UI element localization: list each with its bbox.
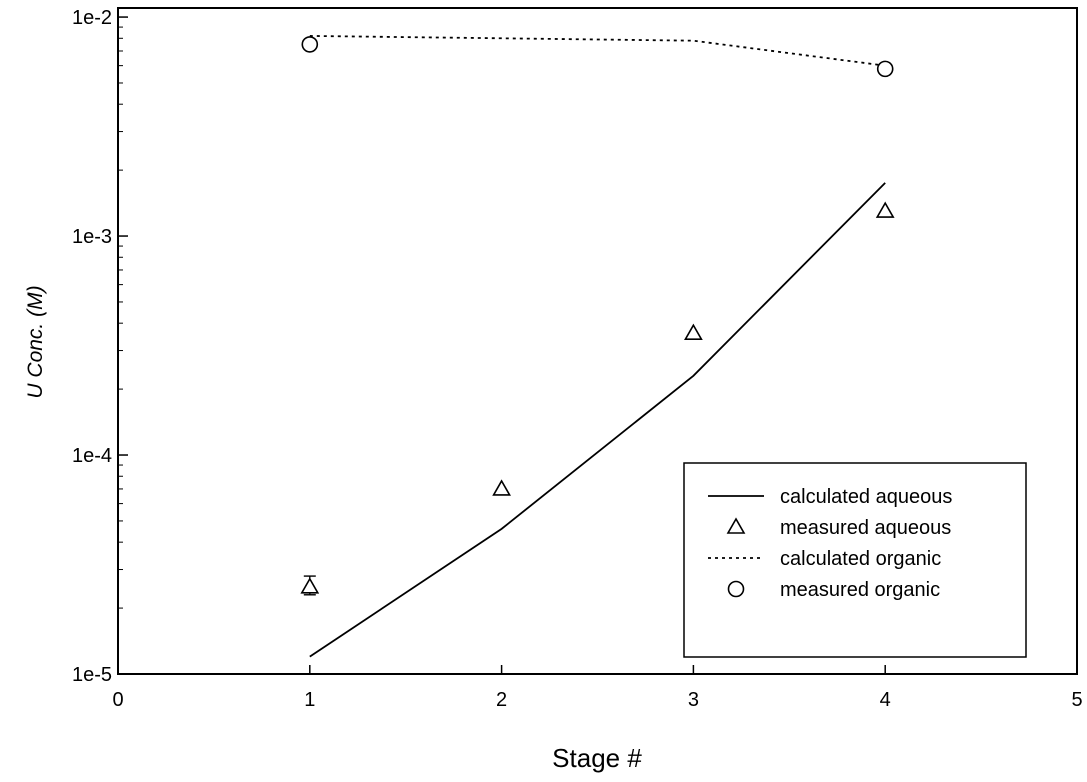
measured-organic-point	[876, 60, 894, 78]
axes: 0 1 2 3 4 5 1e-5 1e-4 1e-3 1e-2	[72, 7, 1083, 711]
calculated-aqueous-line	[309, 182, 886, 658]
x-tick-label: 0	[112, 689, 123, 711]
series-group	[300, 35, 895, 658]
legend-label: measured organic	[780, 579, 940, 601]
y-tick-label: 1e-5	[72, 664, 112, 686]
measured-aqueous-point	[684, 323, 703, 341]
x-axis-title: Stage #	[552, 743, 642, 773]
measured-aqueous-point	[875, 201, 895, 218]
legend-label: calculated organic	[780, 548, 941, 570]
y-tick-label: 1e-3	[72, 226, 112, 248]
legend: calculated aqueous measured aqueous calcul…	[683, 462, 1027, 658]
x-tick-label: 5	[1071, 689, 1082, 711]
y-axis-title: U Conc. (M)	[24, 285, 47, 398]
measured-aqueous-point	[492, 479, 511, 496]
legend-label: measured aqueous	[780, 517, 951, 539]
legend-label: calculated aqueous	[780, 486, 952, 508]
plot-frame	[117, 7, 1078, 675]
legend-swatch	[726, 517, 746, 534]
y-tick-label: 1e-4	[72, 445, 112, 467]
legend-swatch	[727, 580, 745, 598]
y-tick-label: 1e-2	[72, 7, 112, 29]
x-tick-label: 4	[880, 689, 891, 711]
measured-organic-point	[301, 36, 319, 53]
x-tick-label: 2	[496, 689, 507, 711]
x-tick-label: 3	[688, 689, 699, 711]
x-tick-label: 1	[304, 689, 315, 711]
measured-aqueous-point	[300, 577, 320, 594]
calculated-organic-line	[309, 35, 886, 67]
